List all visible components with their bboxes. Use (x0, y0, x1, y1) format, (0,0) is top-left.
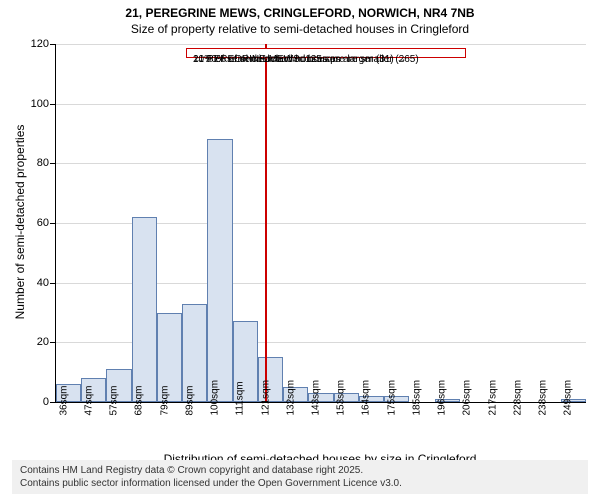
grid-line (56, 44, 586, 45)
y-tick-label: 60 (21, 217, 49, 229)
annotation-box: 21 PEREGRINE MEWS: 125sqm← 90% of semi-d… (186, 48, 466, 58)
footer-line1: Contains HM Land Registry data © Crown c… (20, 464, 580, 477)
grid-line (56, 163, 586, 164)
y-tick-mark (50, 342, 55, 343)
y-tick-label: 80 (21, 157, 49, 169)
y-tick-label: 0 (21, 396, 49, 408)
grid-line (56, 104, 586, 105)
y-tick-mark (50, 104, 55, 105)
chart-title-sub: Size of property relative to semi-detach… (0, 22, 600, 36)
plot-area: 21 PEREGRINE MEWS: 125sqm← 90% of semi-d… (55, 44, 586, 403)
histogram-bar (132, 217, 157, 402)
footer-attribution: Contains HM Land Registry data © Crown c… (12, 460, 588, 494)
histogram-bar (207, 139, 232, 402)
y-tick-mark (50, 163, 55, 164)
chart-title-main: 21, PEREGRINE MEWS, CRINGLEFORD, NORWICH… (0, 6, 600, 20)
chart-container: 21, PEREGRINE MEWS, CRINGLEFORD, NORWICH… (0, 0, 600, 500)
y-tick-mark (50, 402, 55, 403)
y-tick-label: 100 (21, 98, 49, 110)
y-tick-mark (50, 44, 55, 45)
y-tick-label: 120 (21, 38, 49, 50)
y-tick-label: 40 (21, 277, 49, 289)
annotation-line: 10% of semi-detached houses are larger (… (193, 53, 406, 66)
y-tick-label: 20 (21, 336, 49, 348)
footer-line2: Contains public sector information licen… (20, 477, 580, 490)
y-tick-mark (50, 223, 55, 224)
reference-line (265, 44, 267, 402)
y-tick-mark (50, 283, 55, 284)
